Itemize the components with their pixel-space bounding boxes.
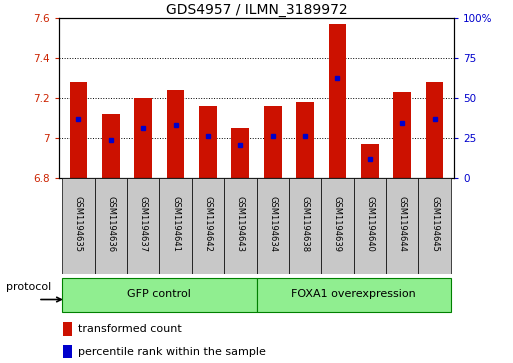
Bar bbox=[199, 106, 217, 178]
Bar bbox=[231, 128, 249, 178]
Text: GSM1194639: GSM1194639 bbox=[333, 196, 342, 252]
Text: FOXA1 overexpression: FOXA1 overexpression bbox=[291, 289, 416, 299]
Bar bbox=[134, 98, 152, 178]
Bar bbox=[321, 178, 353, 274]
Bar bbox=[393, 92, 411, 178]
Bar bbox=[70, 82, 87, 178]
Text: transformed count: transformed count bbox=[77, 324, 181, 334]
Text: GSM1194637: GSM1194637 bbox=[139, 196, 148, 252]
Bar bbox=[426, 82, 443, 178]
Text: GSM1194642: GSM1194642 bbox=[204, 196, 212, 252]
Bar bbox=[62, 278, 256, 312]
Text: GSM1194643: GSM1194643 bbox=[236, 196, 245, 252]
Text: GSM1194638: GSM1194638 bbox=[301, 196, 309, 252]
Text: percentile rank within the sample: percentile rank within the sample bbox=[77, 347, 265, 357]
Bar bbox=[419, 178, 451, 274]
Text: GSM1194635: GSM1194635 bbox=[74, 196, 83, 252]
Bar bbox=[361, 144, 379, 178]
Bar bbox=[353, 178, 386, 274]
Bar bbox=[386, 178, 419, 274]
Bar bbox=[127, 178, 160, 274]
Bar bbox=[102, 114, 120, 178]
Text: GSM1194640: GSM1194640 bbox=[365, 196, 374, 252]
Bar bbox=[63, 322, 72, 336]
Bar bbox=[167, 90, 185, 178]
Text: GSM1194634: GSM1194634 bbox=[268, 196, 277, 252]
Bar bbox=[256, 178, 289, 274]
Text: GSM1194641: GSM1194641 bbox=[171, 196, 180, 252]
Bar bbox=[192, 178, 224, 274]
Bar bbox=[264, 106, 282, 178]
Bar bbox=[62, 178, 94, 274]
Bar bbox=[94, 178, 127, 274]
Bar bbox=[224, 178, 256, 274]
Bar bbox=[328, 24, 346, 178]
Title: GDS4957 / ILMN_3189972: GDS4957 / ILMN_3189972 bbox=[166, 3, 347, 17]
Text: protocol: protocol bbox=[6, 282, 51, 292]
Bar bbox=[256, 278, 451, 312]
Text: GSM1194644: GSM1194644 bbox=[398, 196, 407, 252]
Bar bbox=[63, 345, 72, 358]
Bar bbox=[289, 178, 321, 274]
Text: GSM1194636: GSM1194636 bbox=[106, 196, 115, 252]
Text: GSM1194645: GSM1194645 bbox=[430, 196, 439, 252]
Bar bbox=[296, 102, 314, 178]
Bar bbox=[160, 178, 192, 274]
Text: GFP control: GFP control bbox=[127, 289, 191, 299]
